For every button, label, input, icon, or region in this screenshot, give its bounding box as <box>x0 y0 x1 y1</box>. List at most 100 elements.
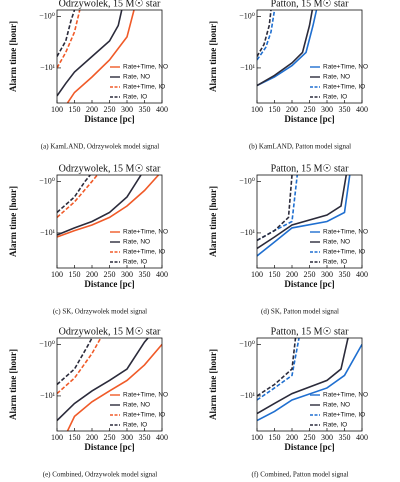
plot-frame <box>56 9 163 104</box>
legend-label: Rate, NO <box>323 402 350 409</box>
x-tick-label: 100 <box>51 270 63 279</box>
plot-frame <box>256 9 363 104</box>
panel-title: Odrzywolek, 15 M☉ star <box>59 326 161 337</box>
y-tick-label: −10¹ <box>40 63 56 72</box>
panel-title: Patton, 15 M☉ star <box>271 0 350 9</box>
legend-label: Rate, NO <box>323 239 350 246</box>
x-axis-label: Distance [pc] <box>284 114 334 124</box>
x-axis-label: Distance [pc] <box>84 442 134 452</box>
legend-label: Rate, IO <box>323 259 347 266</box>
x-tick-label: 400 <box>356 433 368 442</box>
series-line <box>257 175 299 242</box>
legend-label: Rate+Time, NO <box>323 229 368 236</box>
x-tick-label: 250 <box>304 433 316 442</box>
series-line <box>66 343 162 431</box>
legend-label: Rate, NO <box>323 74 350 81</box>
legend-label: Rate, IO <box>323 94 347 101</box>
x-tick-label: 200 <box>286 270 298 279</box>
x-tick-label: 400 <box>156 105 168 114</box>
x-tick-label: 300 <box>121 105 133 114</box>
x-tick-label: 150 <box>269 270 281 279</box>
y-tick-label: −10¹ <box>240 63 256 72</box>
series-line <box>257 338 297 397</box>
y-tick-label: −10⁰ <box>39 339 55 348</box>
caption: (c) SK, Odrzywolek model signal <box>53 308 147 316</box>
y-axis-label: Alarm time [hour] <box>208 349 218 420</box>
series-line <box>57 10 81 69</box>
series-line <box>257 10 318 87</box>
x-tick-label: 250 <box>304 270 316 279</box>
y-tick-label: −10¹ <box>40 228 56 237</box>
caption: (b) KamLAND, Patton model signal <box>249 143 351 151</box>
legend-label: Rate, IO <box>123 259 147 266</box>
series-line <box>57 175 160 238</box>
x-tick-label: 400 <box>356 270 368 279</box>
y-tick-label: −10⁰ <box>239 339 255 348</box>
x-tick-label: 350 <box>339 270 351 279</box>
legend-label: Rate+Time, NO <box>123 64 168 71</box>
x-tick-label: 400 <box>356 105 368 114</box>
x-tick-label: 150 <box>69 270 81 279</box>
caption: (e) Combined, Odrzywolek model signal <box>43 471 158 479</box>
x-tick-label: 250 <box>104 270 116 279</box>
x-tick-label: 350 <box>139 270 151 279</box>
series-line <box>257 10 272 57</box>
y-axis-label: Alarm time [hour] <box>208 186 218 257</box>
plot-frame <box>256 337 363 432</box>
panel-title: Patton, 15 M☉ star <box>271 163 350 174</box>
series-line <box>57 338 102 395</box>
x-tick-label: 100 <box>251 105 263 114</box>
series-line <box>257 10 276 61</box>
legend-label: Rate+Time, NO <box>123 229 168 236</box>
legend-label: Rate, NO <box>123 74 150 81</box>
plot-frame <box>256 174 363 269</box>
y-tick-label: −10⁰ <box>39 176 55 185</box>
series-line <box>257 10 314 87</box>
caption: (f) Combined, Patton model signal <box>251 471 348 479</box>
legend-label: Rate+Time, IO <box>323 412 365 419</box>
legend-label: Rate, IO <box>123 422 147 429</box>
x-tick-label: 350 <box>139 433 151 442</box>
panel: Odrzywolek, 15 M☉ star 100 150 200 250 300 350… <box>8 326 168 478</box>
x-tick-label: 200 <box>286 433 298 442</box>
legend-label: Rate+Time, NO <box>323 392 368 399</box>
x-axis-label: Distance [pc] <box>84 114 134 124</box>
x-tick-label: 250 <box>304 105 316 114</box>
plot-frame <box>56 174 163 269</box>
legend-label: Rate+Time, IO <box>323 249 365 256</box>
series-line <box>57 10 123 97</box>
x-tick-label: 400 <box>156 270 168 279</box>
x-tick-label: 300 <box>121 433 133 442</box>
legend-label: Rate, NO <box>123 239 150 246</box>
y-tick-label: −10⁰ <box>39 11 55 20</box>
legend-label: Rate+Time, IO <box>123 412 165 419</box>
x-tick-label: 350 <box>139 105 151 114</box>
x-tick-label: 150 <box>269 105 281 114</box>
x-tick-label: 200 <box>86 270 98 279</box>
x-tick-label: 200 <box>86 105 98 114</box>
x-tick-label: 250 <box>104 433 116 442</box>
series-line <box>57 175 142 236</box>
panel: Odrzywolek, 15 M☉ star 100 150 200 250 300 350… <box>8 163 168 315</box>
panel: Patton, 15 M☉ star 100 150 200 250 300 350 400 −… <box>208 326 368 478</box>
series-line <box>57 175 91 214</box>
x-tick-label: 250 <box>104 105 116 114</box>
legend-label: Rate, NO <box>123 402 150 409</box>
series-line <box>57 338 149 422</box>
x-axis-label: Distance [pc] <box>284 279 334 289</box>
caption: (a) KamLAND, Odrzywolek model signal <box>41 143 159 151</box>
x-tick-label: 150 <box>69 105 81 114</box>
y-tick-label: −10⁰ <box>239 11 255 20</box>
legend-label: Rate, IO <box>323 422 347 429</box>
legend-label: Rate+Time, NO <box>323 64 368 71</box>
x-tick-label: 100 <box>51 105 63 114</box>
x-tick-label: 200 <box>286 105 298 114</box>
y-axis-label: Alarm time [hour] <box>8 349 18 420</box>
legend-label: Rate+Time, IO <box>323 84 365 91</box>
panel-title: Odrzywolek, 15 M☉ star <box>59 163 161 174</box>
x-tick-label: 200 <box>86 433 98 442</box>
series-line <box>257 175 348 250</box>
series-line <box>57 175 98 219</box>
y-tick-label: −10¹ <box>240 391 256 400</box>
